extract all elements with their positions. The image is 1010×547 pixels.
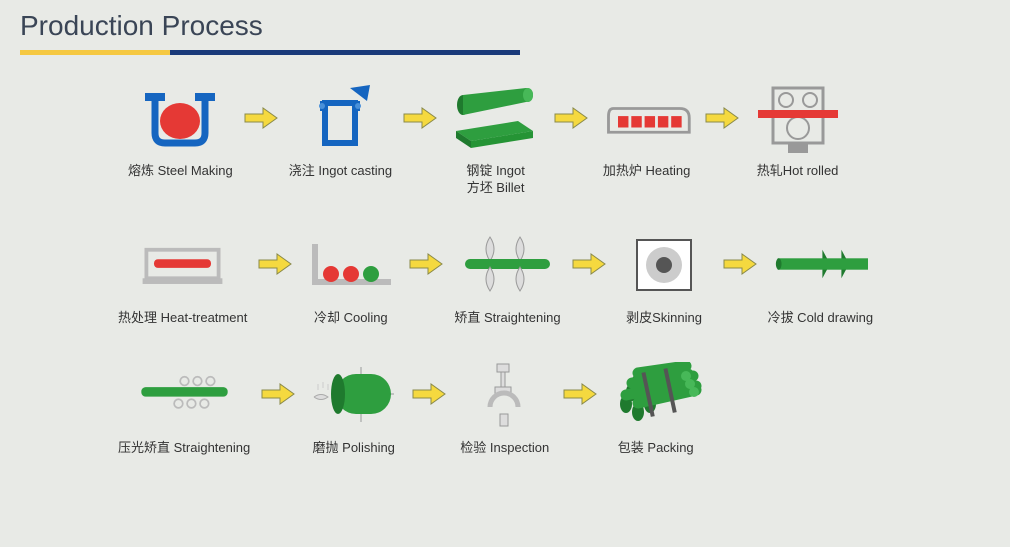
arrow-icon	[241, 80, 281, 155]
skinning-icon	[617, 227, 712, 302]
step-skinning: 剥皮Skinning	[617, 227, 712, 327]
arrow-icon	[409, 357, 449, 432]
arrow-icon	[560, 357, 600, 432]
inspection-icon	[457, 357, 552, 432]
label-steel-making: 熔炼 Steel Making	[128, 163, 233, 180]
heating-icon	[599, 80, 694, 155]
label-packing: 包装 Packing	[618, 440, 694, 457]
underline-left	[20, 50, 170, 55]
step-ingot-casting: 浇注 Ingot casting	[289, 80, 392, 180]
arrow-icon	[406, 227, 446, 302]
label-polishing: 磨抛 Polishing	[313, 440, 395, 457]
step-cooling: 冷却 Cooling	[303, 227, 398, 327]
heattreat-icon	[135, 227, 230, 302]
row-1: 熔炼 Steel Making 浇注 Ingot casting	[20, 80, 990, 197]
straighten1-icon	[460, 227, 555, 302]
label-cooling: 冷却 Cooling	[314, 310, 388, 327]
step-heating: 加热炉 Heating	[599, 80, 694, 180]
arrow-icon	[400, 80, 440, 155]
label-ingot-billet: 钢锭 Ingot 方坯 Billet	[466, 163, 525, 197]
step-straightening1: 矫直 Straightening	[454, 227, 560, 327]
label-straightening1: 矫直 Straightening	[454, 310, 560, 327]
arrow-icon	[551, 80, 591, 155]
step-cold-drawing: 冷拔 Cold drawing	[768, 227, 874, 327]
label-hot-rolled: 热轧Hot rolled	[757, 163, 839, 180]
step-polishing: 磨抛 Polishing	[306, 357, 401, 457]
arrow-icon	[702, 80, 742, 155]
packing-icon	[608, 357, 703, 432]
colddraw-icon	[773, 227, 868, 302]
step-straightening2: 压光矫直 Straightening	[118, 357, 250, 457]
step-ingot-billet: 钢锭 Ingot 方坯 Billet	[448, 80, 543, 197]
arrow-icon	[720, 227, 760, 302]
page-title: Production Process	[20, 10, 990, 42]
underline-right	[170, 50, 520, 55]
ingot-icon	[448, 80, 543, 155]
step-steel-making: 熔炼 Steel Making	[128, 80, 233, 180]
label-inspection: 检验 Inspection	[460, 440, 549, 457]
label-skinning: 剥皮Skinning	[626, 310, 702, 327]
row-3: 压光矫直 Straightening 磨抛 Polishing	[20, 357, 990, 457]
cooling-icon	[303, 227, 398, 302]
arrow-icon	[255, 227, 295, 302]
hotrolled-icon	[750, 80, 845, 155]
step-hot-rolled: 热轧Hot rolled	[750, 80, 845, 180]
casting-icon	[293, 80, 388, 155]
step-heat-treatment: 热处理 Heat-treatment	[118, 227, 247, 327]
title-underline	[20, 50, 520, 55]
furnace-icon	[133, 80, 228, 155]
label-straightening2: 压光矫直 Straightening	[118, 440, 250, 457]
arrow-icon	[569, 227, 609, 302]
straighten2-icon	[137, 357, 232, 432]
label-cold-drawing: 冷拔 Cold drawing	[768, 310, 874, 327]
step-packing: 包装 Packing	[608, 357, 703, 457]
process-rows: 熔炼 Steel Making 浇注 Ingot casting	[20, 80, 990, 457]
row-2: 热处理 Heat-treatment 冷却 Cooling	[20, 227, 990, 327]
label-heat-treatment: 热处理 Heat-treatment	[118, 310, 247, 327]
polishing-icon	[306, 357, 401, 432]
arrow-icon	[258, 357, 298, 432]
label-ingot-casting: 浇注 Ingot casting	[289, 163, 392, 180]
step-inspection: 检验 Inspection	[457, 357, 552, 457]
label-heating: 加热炉 Heating	[603, 163, 690, 180]
title-section: Production Process	[20, 10, 990, 55]
